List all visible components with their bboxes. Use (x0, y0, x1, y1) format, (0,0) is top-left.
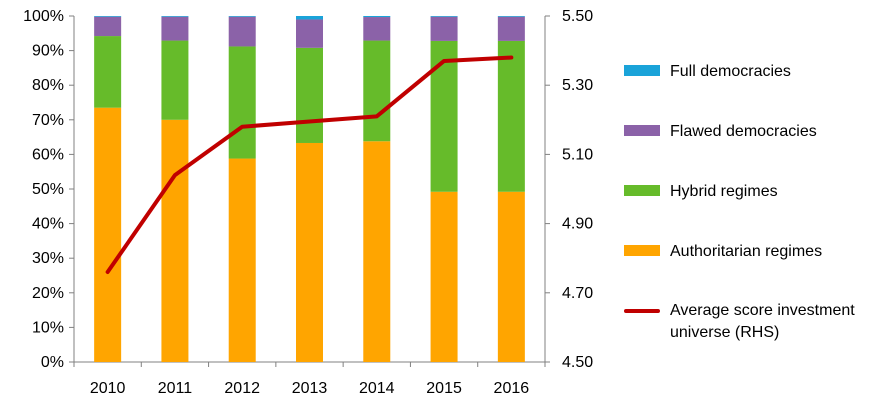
chart-line (105, 55, 514, 275)
x-axis-tick-label: 2015 (426, 380, 462, 397)
bar-flawed-democracies-2012 (228, 16, 256, 47)
bar-hybrid-regimes-2013 (296, 47, 323, 143)
bar-hybrid-regimes-2016 (497, 40, 525, 192)
bar-authoritarian-regimes-2011 (161, 119, 189, 362)
bar-flawed-democracies-2013 (296, 19, 323, 48)
bar-authoritarian-regimes-2010 (94, 107, 122, 362)
bar-hybrid-regimes-2012 (228, 46, 256, 159)
x-axis-tick-label: 2012 (224, 380, 260, 397)
bar-flawed-democracies-2014 (363, 17, 391, 41)
legend-swatch-flawed-democracies (624, 125, 660, 136)
chart-bars (94, 16, 525, 362)
bar-flawed-democracies-2011 (161, 16, 189, 41)
bar-authoritarian-regimes-2014 (363, 141, 391, 362)
line-point-2014 (375, 114, 379, 118)
right-axis-tick-label: 4.70 (562, 285, 593, 302)
left-axis-tick-label: 50% (32, 181, 64, 198)
left-axis-tick-label: 80% (32, 77, 64, 94)
left-axis-tick-label: 60% (32, 146, 64, 163)
x-axis-tick-label: 2013 (292, 380, 328, 397)
legend-label: Full democracies (670, 63, 791, 80)
left-axis-tick-label: 90% (32, 43, 64, 60)
bar-full-democracies-2012 (228, 16, 256, 17)
line-point-2015 (442, 59, 446, 63)
legend-swatch-hybrid-regimes (624, 185, 660, 196)
right-axis-tick-label: 5.30 (562, 77, 593, 94)
right-axis-tick-label: 4.50 (562, 354, 593, 371)
legend-swatch-full-democracies (624, 65, 660, 76)
left-axis-tick-label: 20% (32, 285, 64, 302)
left-axis-tick-label: 40% (32, 216, 64, 233)
line-point-2013 (308, 120, 311, 124)
bar-full-democracies-2014 (363, 16, 391, 18)
right-axis-tick-label: 5.50 (562, 8, 593, 25)
line-point-2010 (106, 270, 110, 274)
bar-hybrid-regimes-2010 (94, 36, 122, 108)
right-axis-tick-label: 4.90 (562, 216, 593, 233)
bar-full-democracies-2016 (497, 16, 525, 17)
legend-item-flawed-democracies: Flawed democracies (624, 121, 817, 143)
right-axis-tick-label: 5.10 (562, 146, 593, 163)
bar-authoritarian-regimes-2012 (228, 158, 256, 362)
legend-label: Hybrid regimes (670, 183, 778, 200)
line-point-2011 (173, 173, 177, 177)
legend-label-block: Average score investment universe (RHS) (670, 300, 855, 344)
legend-item-average-score: Average score investment universe (RHS) (624, 300, 855, 344)
bar-full-democracies-2015 (430, 16, 458, 17)
legend: Full democracies Flawed democracies Hybr… (624, 0, 887, 404)
x-axis-tick-label: 2011 (158, 380, 193, 397)
bar-flawed-democracies-2010 (94, 16, 122, 37)
bar-flawed-democracies-2015 (430, 16, 458, 41)
bar-full-democracies-2013 (296, 16, 323, 20)
bar-authoritarian-regimes-2015 (430, 191, 458, 362)
legend-swatch-average-score (624, 309, 660, 313)
legend-item-hybrid-regimes: Hybrid regimes (624, 181, 778, 203)
legend-item-full-democracies: Full democracies (624, 61, 791, 83)
line-point-2012 (240, 125, 244, 129)
legend-label: Authoritarian regimes (670, 243, 823, 260)
bar-hybrid-regimes-2014 (363, 40, 391, 142)
bar-authoritarian-regimes-2016 (497, 191, 525, 362)
left-axis-tick-label: 100% (23, 8, 64, 25)
x-axis-tick-label: 2016 (494, 380, 530, 397)
bar-hybrid-regimes-2011 (161, 40, 189, 120)
legend-item-authoritarian-regimes: Authoritarian regimes (624, 241, 822, 263)
bar-flawed-democracies-2016 (497, 16, 525, 41)
bar-full-democracies-2011 (161, 16, 189, 17)
legend-label-line-1: Average score investment (670, 302, 855, 319)
x-axis-tick-label: 2010 (90, 380, 126, 397)
left-axis-tick-label: 0% (41, 354, 64, 371)
legend-label: Flawed democracies (670, 123, 817, 140)
left-axis-tick-label: 10% (32, 319, 64, 336)
bar-full-democracies-2010 (94, 16, 122, 17)
line-point-2016 (509, 56, 513, 60)
legend-label-line-2: universe (RHS) (670, 324, 780, 341)
chart-tick-labels: 0% 10% 20% 30% 40% 50% 60% 70% 80% 90% 100% 4.50 4.7… (23, 8, 593, 397)
x-axis-tick-label: 2014 (359, 380, 395, 397)
bar-authoritarian-regimes-2013 (296, 142, 323, 362)
legend-swatch-authoritarian-regimes (624, 245, 660, 256)
left-axis-tick-label: 70% (32, 112, 64, 129)
left-axis-tick-label: 30% (32, 250, 64, 267)
